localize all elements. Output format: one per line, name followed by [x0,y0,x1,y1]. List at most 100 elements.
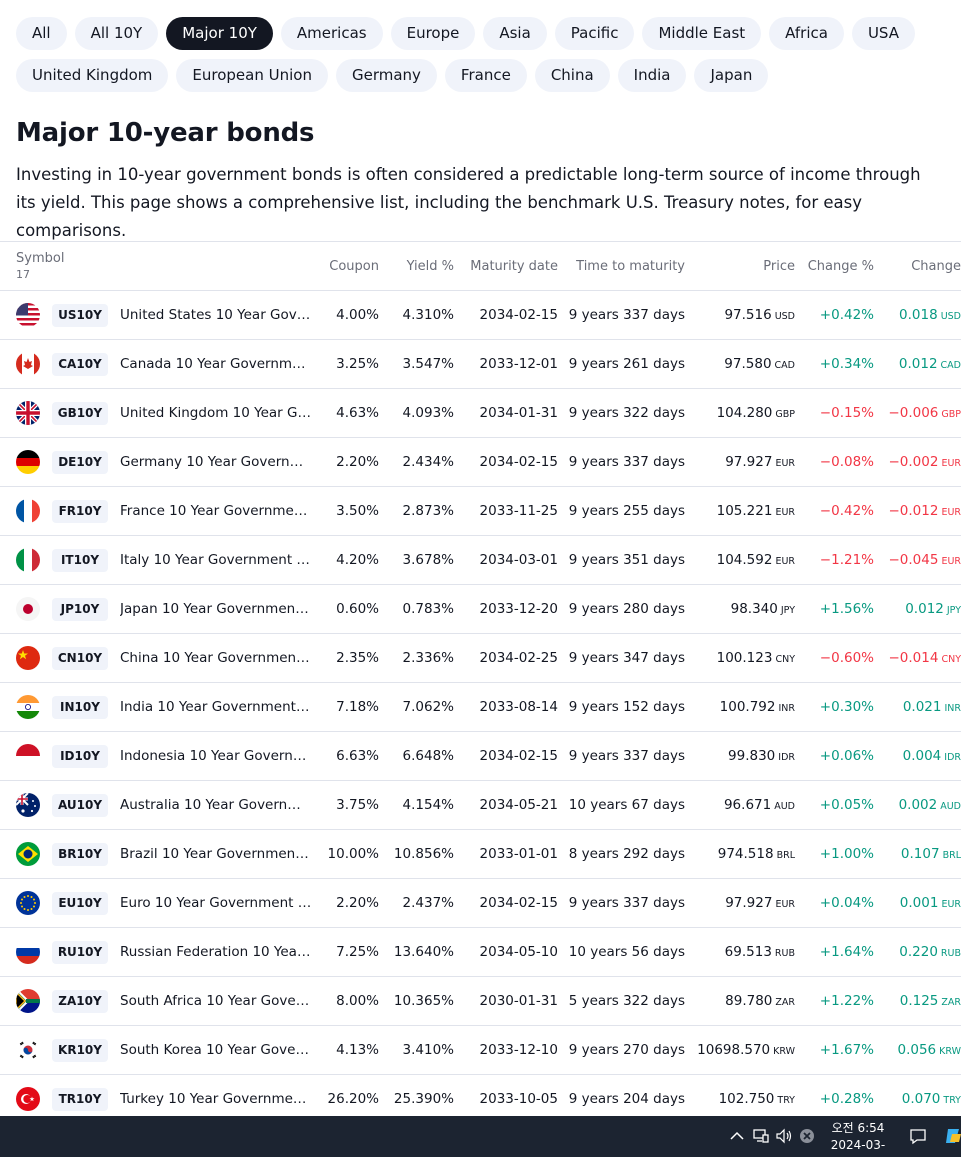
header-change[interactable]: Change [911,259,961,274]
filter-chip-pacific[interactable]: Pacific [554,17,635,50]
header-price[interactable]: Price [763,259,795,274]
ticker-badge[interactable]: TR10Y [52,1088,108,1111]
header-yield[interactable]: Yield % [406,259,454,274]
volume-icon[interactable] [774,1126,794,1146]
network-icon[interactable] [751,1126,771,1146]
time-to-maturity: 9 years 261 days [568,356,685,372]
filter-chip-middle-east[interactable]: Middle East [642,17,762,50]
price-value: 104.592 [716,552,773,568]
filter-chip-china[interactable]: China [534,59,610,92]
table-row[interactable]: JP10Y Japan 10 Year Government Bonds Yiel… [0,585,961,634]
change-currency: EUR [941,899,961,910]
change-percent: −0.15% [819,405,874,421]
filter-chip-major-10y[interactable]: Major 10Y [166,17,273,50]
filter-chip-india[interactable]: India [617,59,687,92]
price-value: 974.518 [717,846,774,862]
bond-name[interactable]: Japan 10 Year Government Bonds Yield [120,601,312,617]
ticker-badge[interactable]: US10Y [52,304,108,327]
bond-name[interactable]: France 10 Year Government Bonds Yield [120,503,312,519]
filter-chip-european-union[interactable]: European Union [176,59,328,92]
table-row[interactable]: ZA10Y South Africa 10 Year Government Bon… [0,977,961,1026]
table-row[interactable]: FR10Y France 10 Year Government Bonds Yie… [0,487,961,536]
table-row[interactable]: EU10Y Euro 10 Year Government Bonds Yield… [0,879,961,928]
ticker-badge[interactable]: GB10Y [52,402,108,425]
filter-chip-all[interactable]: All [16,17,67,50]
bond-name[interactable]: South Africa 10 Year Government Bonds Yi… [120,993,312,1009]
ticker-badge[interactable]: FR10Y [52,500,108,523]
notifications-icon[interactable] [908,1126,928,1146]
filter-chip-usa[interactable]: USA [851,17,915,50]
bond-name[interactable]: Canada 10 Year Government Bonds Yield [120,356,312,372]
yield-value: 3.678% [402,552,454,568]
table-row[interactable]: BR10Y Brazil 10 Year Government Bonds Yie… [0,830,961,879]
price-currency: ZAR [775,997,795,1008]
table-row[interactable]: RU10Y Russian Federation 10 Year Governme… [0,928,961,977]
flag-br-icon [16,842,40,866]
header-coupon[interactable]: Coupon [329,259,379,274]
time-to-maturity: 9 years 337 days [568,307,685,323]
ticker-badge[interactable]: RU10Y [52,941,108,964]
table-row[interactable]: IT10Y Italy 10 Year Government Bonds Yiel… [0,536,961,585]
change-cell: −0.014 CNY [888,634,961,684]
table-row[interactable]: AU10Y Australia 10 Year Government Bonds … [0,781,961,830]
ticker-badge[interactable]: BR10Y [52,843,108,866]
table-row[interactable]: CA10Y Canada 10 Year Government Bonds Yie… [0,340,961,389]
change-percent: −0.08% [819,454,874,470]
ticker-badge[interactable]: ZA10Y [52,990,108,1013]
filter-chip-united-kingdom[interactable]: United Kingdom [16,59,169,92]
price-value: 96.671 [723,797,772,813]
bond-name[interactable]: India 10 Year Government Bonds Yield [120,699,312,715]
table-row[interactable]: KR10Y South Korea 10 Year Government Bond… [0,1026,961,1075]
bond-name[interactable]: Australia 10 Year Government Bonds Yield [120,797,312,813]
system-clock[interactable]: 오전 6:54 2024-03-16 [826,1120,890,1157]
copilot-icon[interactable] [946,1126,961,1146]
filter-chip-asia[interactable]: Asia [483,17,547,50]
table-row[interactable]: IN10Y India 10 Year Government Bonds Yiel… [0,683,961,732]
bond-name[interactable]: Indonesia 10 Year Government Bonds Yield [120,748,312,764]
bond-name[interactable]: Russian Federation 10 Year Government Bo… [120,944,312,960]
ticker-badge[interactable]: KR10Y [52,1039,108,1062]
maturity-date: 2034-02-15 [479,748,558,764]
table-row[interactable]: US10Y United States 10 Year Government Bo… [0,291,961,340]
bond-name[interactable]: Brazil 10 Year Government Bonds Yield [120,846,312,862]
ticker-badge[interactable]: ID10Y [52,745,108,768]
mute-indicator-icon[interactable] [797,1126,817,1146]
ticker-badge[interactable]: IN10Y [52,696,108,719]
header-time-to-maturity[interactable]: Time to maturity [576,259,685,274]
ticker-badge[interactable]: DE10Y [52,451,108,474]
change-currency: TRY [943,1095,961,1106]
filter-chip-japan[interactable]: Japan [694,59,769,92]
change-value: −0.002 [888,454,939,470]
ticker-badge[interactable]: JP10Y [52,598,108,621]
bond-name[interactable]: China 10 Year Government Bonds Yield [120,650,312,666]
bond-name[interactable]: United Kingdom 10 Year Government Bonds … [120,405,312,421]
header-change-percent[interactable]: Change % [807,259,874,274]
header-symbol[interactable]: Symbol 17 [16,251,64,283]
ticker-badge[interactable]: CA10Y [52,353,108,376]
change-value: 0.001 [899,895,939,911]
filter-chip-europe[interactable]: Europe [390,17,476,50]
ticker-badge[interactable]: IT10Y [52,549,108,572]
table-row[interactable]: ID10Y Indonesia 10 Year Government Bonds … [0,732,961,781]
bond-name[interactable]: United States 10 Year Government Bonds Y… [120,307,312,323]
table-row[interactable]: GB10Y United Kingdom 10 Year Government B… [0,389,961,438]
bond-name[interactable]: South Korea 10 Year Government Bonds Yie… [120,1042,312,1058]
chevron-up-icon[interactable] [727,1126,747,1146]
ticker-badge[interactable]: EU10Y [52,892,108,915]
filter-chip-americas[interactable]: Americas [280,17,383,50]
bond-name[interactable]: Germany 10 Year Government Bonds Yield [120,454,312,470]
filter-chip-africa[interactable]: Africa [769,17,844,50]
bond-name[interactable]: Euro 10 Year Government Bonds Yield [120,895,312,911]
change-cell: 0.107 BRL [901,830,961,880]
header-maturity[interactable]: Maturity date [470,259,558,274]
bond-name[interactable]: Italy 10 Year Government Bonds Yield [120,552,312,568]
ticker-badge[interactable]: CN10Y [52,647,108,670]
time-to-maturity: 9 years 270 days [568,1042,685,1058]
table-row[interactable]: CN10Y China 10 Year Government Bonds Yiel… [0,634,961,683]
table-row[interactable]: DE10Y Germany 10 Year Government Bonds Yi… [0,438,961,487]
filter-chip-france[interactable]: France [444,59,527,92]
change-currency: ZAR [941,997,961,1008]
filter-chip-all-10y[interactable]: All 10Y [74,17,159,50]
ticker-badge[interactable]: AU10Y [52,794,108,817]
filter-chip-germany[interactable]: Germany [335,59,437,92]
